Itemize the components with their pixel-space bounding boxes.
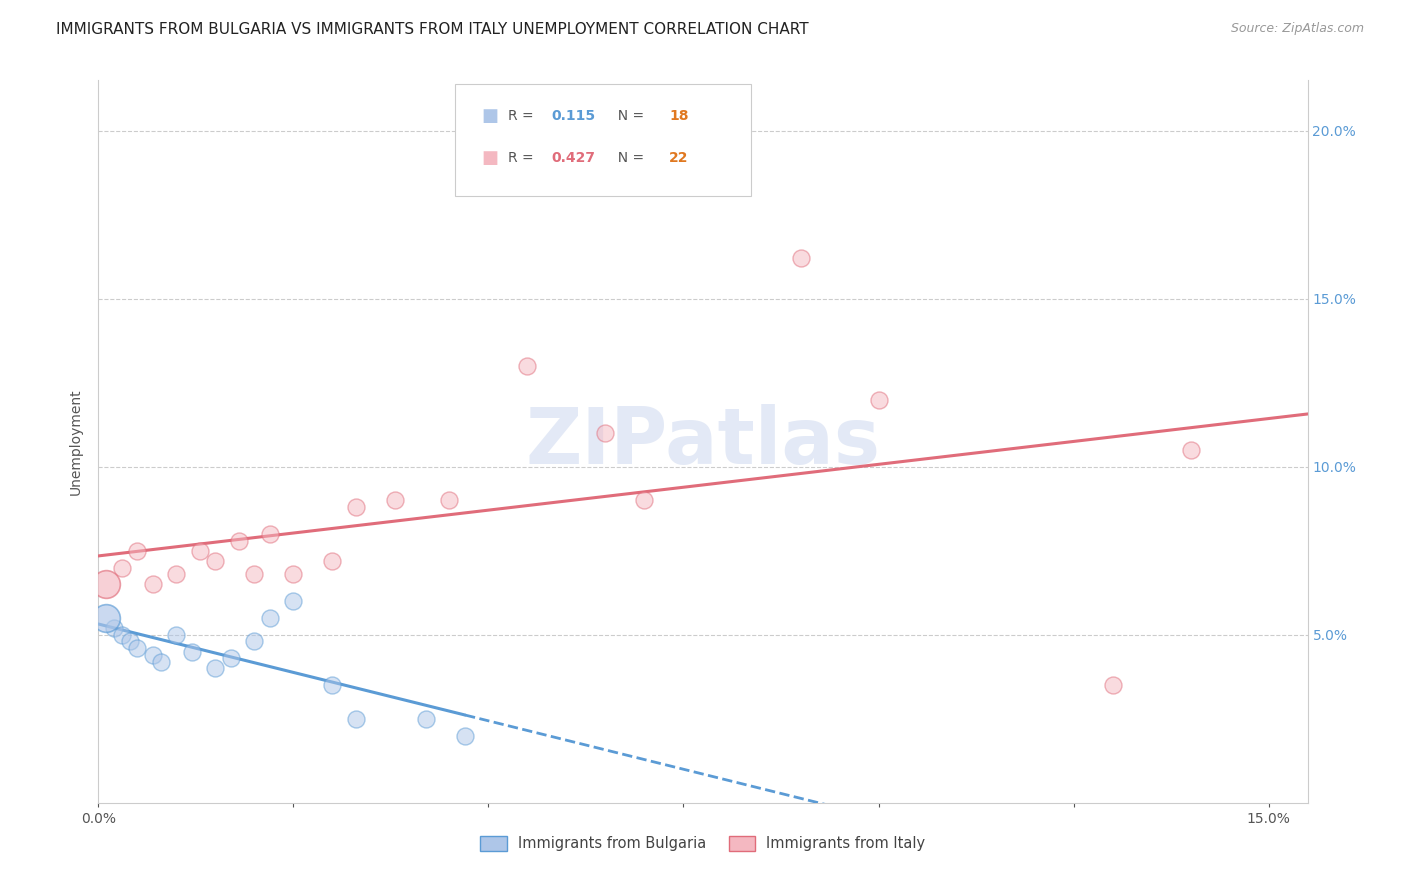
- Text: Source: ZipAtlas.com: Source: ZipAtlas.com: [1230, 22, 1364, 36]
- Point: [228, 533, 250, 548]
- Point: [181, 644, 204, 658]
- Text: ■: ■: [482, 149, 499, 167]
- Point: [103, 621, 125, 635]
- Point: [344, 500, 367, 514]
- Point: [96, 577, 118, 591]
- Text: 0.427: 0.427: [551, 151, 596, 165]
- Y-axis label: Unemployment: Unemployment: [69, 388, 83, 495]
- Point: [868, 392, 890, 407]
- Text: ■: ■: [482, 107, 499, 126]
- Point: [283, 567, 305, 582]
- Point: [188, 543, 211, 558]
- Point: [1101, 678, 1123, 692]
- Text: N =: N =: [609, 110, 648, 123]
- Point: [118, 634, 141, 648]
- Point: [454, 729, 477, 743]
- Text: IMMIGRANTS FROM BULGARIA VS IMMIGRANTS FROM ITALY UNEMPLOYMENT CORRELATION CHART: IMMIGRANTS FROM BULGARIA VS IMMIGRANTS F…: [56, 22, 808, 37]
- Point: [415, 712, 437, 726]
- Point: [384, 493, 406, 508]
- Point: [259, 611, 281, 625]
- FancyBboxPatch shape: [456, 84, 751, 196]
- Point: [204, 554, 226, 568]
- Point: [219, 651, 242, 665]
- Point: [165, 567, 187, 582]
- Point: [633, 493, 655, 508]
- Point: [127, 641, 149, 656]
- Point: [1180, 442, 1202, 457]
- Text: R =: R =: [509, 110, 538, 123]
- Text: ZIPatlas: ZIPatlas: [526, 403, 880, 480]
- Point: [595, 426, 617, 441]
- Point: [111, 628, 134, 642]
- Point: [165, 628, 187, 642]
- Point: [439, 493, 461, 508]
- Text: R =: R =: [509, 151, 538, 165]
- Legend: Immigrants from Bulgaria, Immigrants from Italy: Immigrants from Bulgaria, Immigrants fro…: [475, 830, 931, 857]
- Point: [204, 661, 226, 675]
- Point: [149, 655, 172, 669]
- Point: [321, 554, 343, 568]
- Point: [321, 678, 343, 692]
- Point: [142, 648, 165, 662]
- Point: [283, 594, 305, 608]
- Point: [243, 634, 266, 648]
- Text: 18: 18: [669, 110, 689, 123]
- Point: [789, 252, 811, 266]
- Text: 22: 22: [669, 151, 689, 165]
- Point: [344, 712, 367, 726]
- Point: [142, 577, 165, 591]
- Point: [259, 527, 281, 541]
- Point: [127, 543, 149, 558]
- Point: [96, 611, 118, 625]
- Text: 0.115: 0.115: [551, 110, 596, 123]
- Point: [111, 560, 134, 574]
- Text: N =: N =: [609, 151, 648, 165]
- Point: [516, 359, 538, 373]
- Point: [243, 567, 266, 582]
